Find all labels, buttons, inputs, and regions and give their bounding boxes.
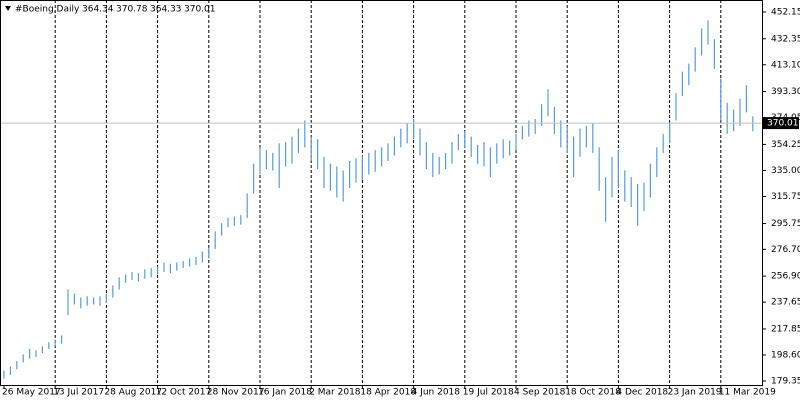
- y-tick-label: 198.60: [771, 350, 800, 360]
- x-tick-label: 16 Jan 2018: [258, 388, 312, 398]
- current-price-label: 370.01: [767, 119, 799, 129]
- x-tick-label: 23 Jan 2019: [668, 388, 722, 398]
- x-tick-label: 19 Jul 2018: [463, 388, 514, 398]
- x-tick-label: 4 Jun 2018: [412, 388, 461, 398]
- x-tick-label: 26 May 2017: [2, 388, 61, 398]
- x-tick-label: 4 Sep 2018: [514, 388, 566, 398]
- y-tick-label: 179.35: [771, 377, 800, 387]
- x-tick-label: 18 Apr 2018: [360, 388, 416, 398]
- y-tick-label: 335.00: [771, 166, 800, 176]
- y-tick-label: 432.35: [771, 34, 800, 44]
- menu-arrow[interactable]: [5, 6, 11, 11]
- y-tick-label: 295.75: [771, 219, 800, 229]
- low-value: 364.33: [150, 5, 182, 15]
- x-tick-label: 18 Oct 2018: [565, 388, 621, 398]
- y-tick-label: 237.65: [771, 298, 800, 308]
- x-tick-label: 12 Oct 2017: [156, 388, 212, 398]
- y-tick-label: 256.90: [771, 272, 800, 282]
- x-tick-label: 11 Mar 2019: [719, 388, 776, 398]
- plot-area: [0, 0, 762, 385]
- y-tick-label: 413.10: [771, 60, 800, 70]
- close-value: 370.01: [184, 5, 216, 15]
- plot-border: [0, 0, 763, 386]
- y-tick-label: 276.70: [771, 245, 800, 255]
- x-tick-label: 13 Jul 2017: [53, 388, 104, 398]
- open-value: 364.34: [82, 5, 114, 15]
- current-price-box: [763, 117, 799, 130]
- x-tick-label: 4 Dec 2018: [616, 388, 668, 398]
- y-tick-label: 393.30: [771, 87, 800, 97]
- y-tick-label: 452.15: [771, 7, 800, 17]
- high-value: 370.78: [116, 5, 148, 15]
- chart-title: #Boeing,Daily: [15, 5, 80, 15]
- y-tick-label: 217.85: [771, 324, 800, 334]
- y-tick-label: 354.25: [771, 140, 800, 150]
- y-tick-label: 315.75: [771, 192, 800, 202]
- x-tick-label: 2 Mar 2018: [309, 388, 361, 398]
- x-tick-label: 28 Aug 2017: [104, 388, 162, 398]
- x-tick-label: 28 Nov 2017: [207, 388, 265, 398]
